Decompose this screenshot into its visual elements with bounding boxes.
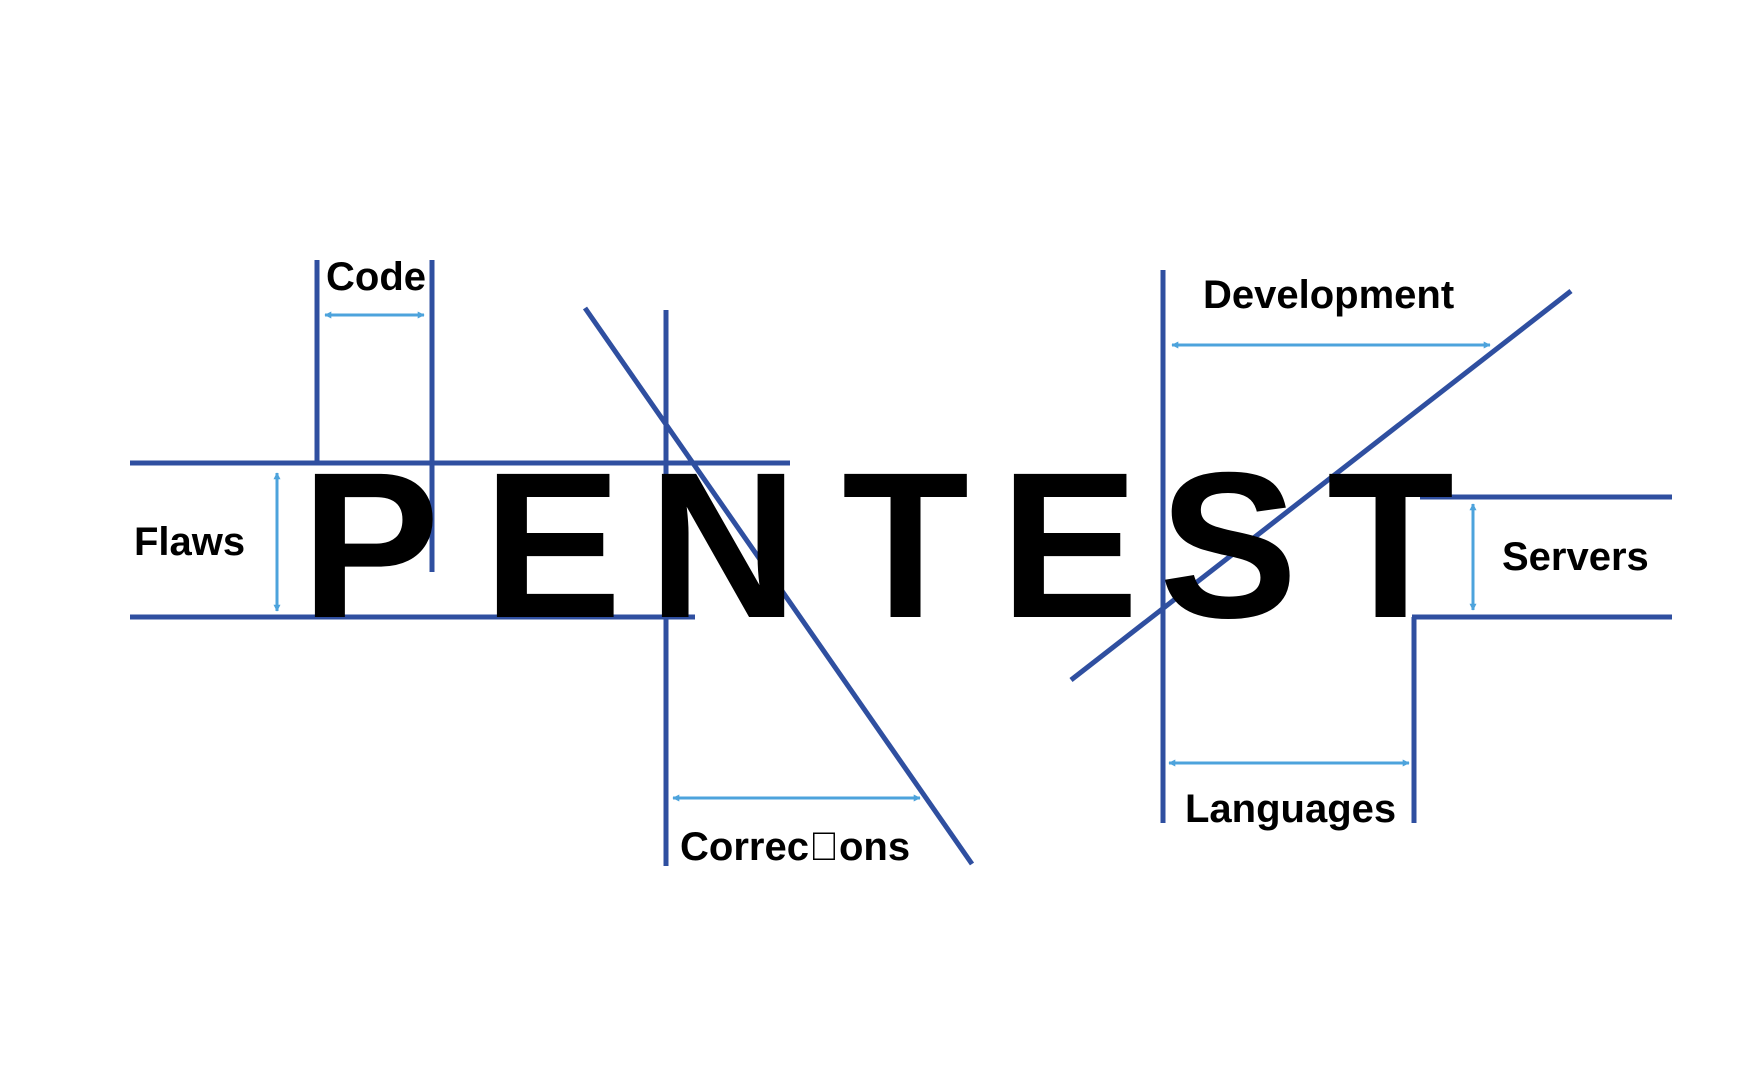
pentest-word: P E N T E S T	[301, 430, 1454, 662]
dimension-arrows	[273, 311, 1491, 802]
letter-e2: E	[1000, 430, 1139, 662]
letter-n: N	[648, 430, 798, 662]
guide-s-diagonal	[1069, 289, 1573, 682]
letter-e1: E	[483, 430, 622, 662]
labels: Code Flaws Correc ons Development Server…	[134, 255, 1649, 869]
label-development: Development	[1203, 273, 1454, 317]
label-flaws: Flaws	[134, 520, 245, 564]
label-languages: Languages	[1185, 787, 1396, 831]
letter-t1: T	[842, 430, 969, 662]
letter-s: S	[1159, 430, 1298, 662]
letter-p: P	[301, 430, 440, 662]
label-servers: Servers	[1502, 535, 1649, 579]
label-code: Code	[326, 255, 426, 299]
label-corrections: Correc ons	[680, 825, 910, 869]
letter-t2: T	[1327, 430, 1454, 662]
guide-lines	[130, 260, 1672, 866]
guide-n-diagonal	[582, 306, 975, 866]
